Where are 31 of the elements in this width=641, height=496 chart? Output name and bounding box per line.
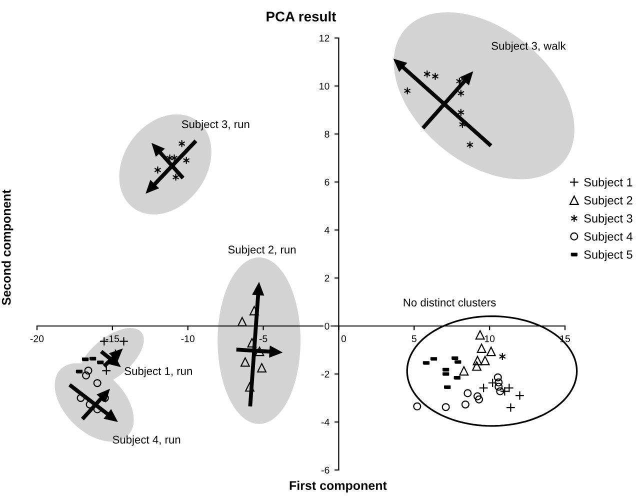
x-tick-label: -20 — [30, 335, 44, 342]
legend-label: Subject 4 — [584, 232, 632, 244]
y-tick-label: 0 — [324, 322, 330, 330]
annotation: Subject 3, walk — [492, 42, 566, 52]
y-tick-label: 12 — [320, 34, 330, 42]
x-tick-label: -10 — [181, 335, 195, 342]
y-tick-label: -4 — [321, 418, 330, 426]
x-tick-label: 10 — [484, 335, 495, 342]
legend-label: Subject 5 — [584, 250, 632, 262]
x-tick-label: -5 — [259, 335, 268, 342]
legend-label: Subject 1 — [584, 178, 632, 189]
annotation: Subject 1, run — [124, 366, 192, 378]
annotation: Subject 2, run — [228, 245, 296, 256]
annotation: Subject 4, run — [112, 435, 180, 446]
y-tick-label: 4 — [324, 226, 330, 234]
x-axis-title: First component — [290, 480, 387, 492]
y-axis-title: Second component — [2, 190, 14, 306]
y-tick-label: 2 — [324, 274, 330, 282]
y-tick-label: -2 — [321, 370, 330, 378]
x-tick-label: 0 — [341, 335, 346, 342]
y-tick-label: 6 — [324, 178, 330, 186]
legend-label: Subject 3 — [584, 214, 632, 225]
y-tick-label: 10 — [320, 82, 330, 90]
annotation: No distinct clusters — [404, 298, 496, 306]
y-tick-label: -6 — [321, 466, 330, 474]
x-tick-label: 5 — [412, 335, 416, 342]
chart-title: PCA result — [266, 11, 336, 22]
x-tick-label: -15 — [106, 335, 120, 342]
legend-label: Subject 2 — [584, 196, 632, 207]
y-tick-label: 8 — [324, 130, 330, 138]
annotation: Subject 3, run — [182, 120, 250, 130]
